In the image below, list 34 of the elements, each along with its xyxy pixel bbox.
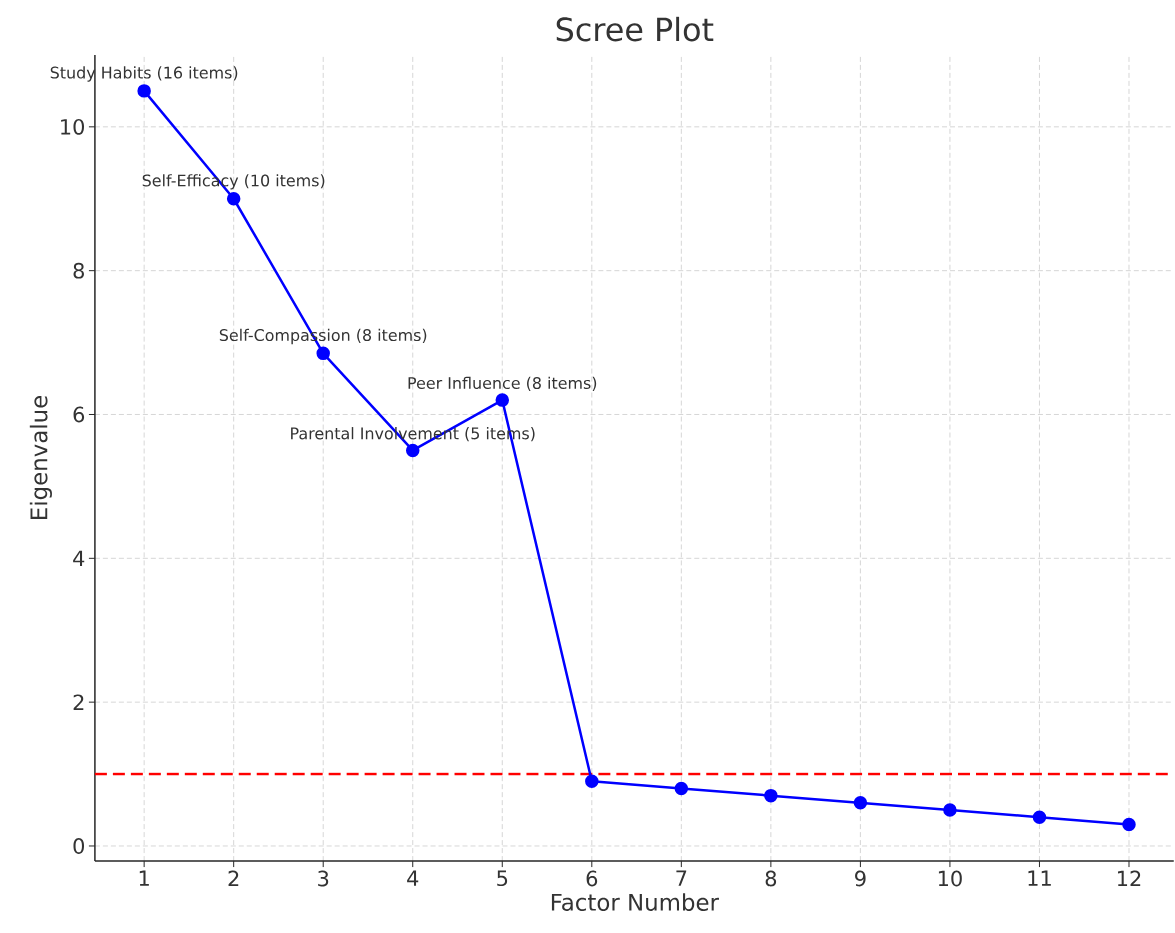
- y-tick-label: 10: [61, 118, 85, 135]
- x-axis-title: Factor Number: [551, 893, 719, 911]
- point: [585, 774, 599, 788]
- point: [674, 781, 689, 796]
- x-tick-label: 6: [586, 870, 598, 887]
- point: [316, 346, 330, 361]
- x-tick-label: 5: [497, 870, 508, 887]
- y-axis-title: Eigenvalue: [29, 395, 52, 519]
- y-tick-label: 8: [73, 262, 84, 279]
- y-tick-label: 2: [73, 694, 84, 710]
- point: [406, 443, 420, 458]
- chart-title: Scree Plot: [556, 16, 714, 42]
- x-tick-label: 2: [228, 870, 239, 887]
- point: [853, 796, 868, 810]
- point: [137, 84, 151, 98]
- y-tick-label: 0: [73, 838, 85, 854]
- point: [943, 803, 957, 817]
- point: [1122, 817, 1136, 832]
- y-tick-label: 6: [73, 406, 85, 423]
- x-tick-label: 10: [938, 870, 962, 887]
- x-tick-label: 4: [407, 870, 419, 886]
- x-tick-label: 9: [855, 870, 866, 887]
- point: [226, 192, 241, 206]
- x-tick-label: 3: [318, 870, 329, 887]
- annotation: Peer Influence (8 items): [408, 376, 597, 391]
- x-tick-label: 8: [765, 870, 777, 887]
- x-tick-label: 1: [139, 870, 149, 886]
- x-tick-label: 7: [676, 870, 687, 886]
- x-tick-label: 11: [1028, 870, 1051, 886]
- point: [1032, 810, 1047, 824]
- point: [495, 393, 510, 407]
- point: [764, 788, 778, 803]
- x-tick-label: 12: [1117, 870, 1141, 887]
- y-tick-label: 4: [73, 550, 85, 566]
